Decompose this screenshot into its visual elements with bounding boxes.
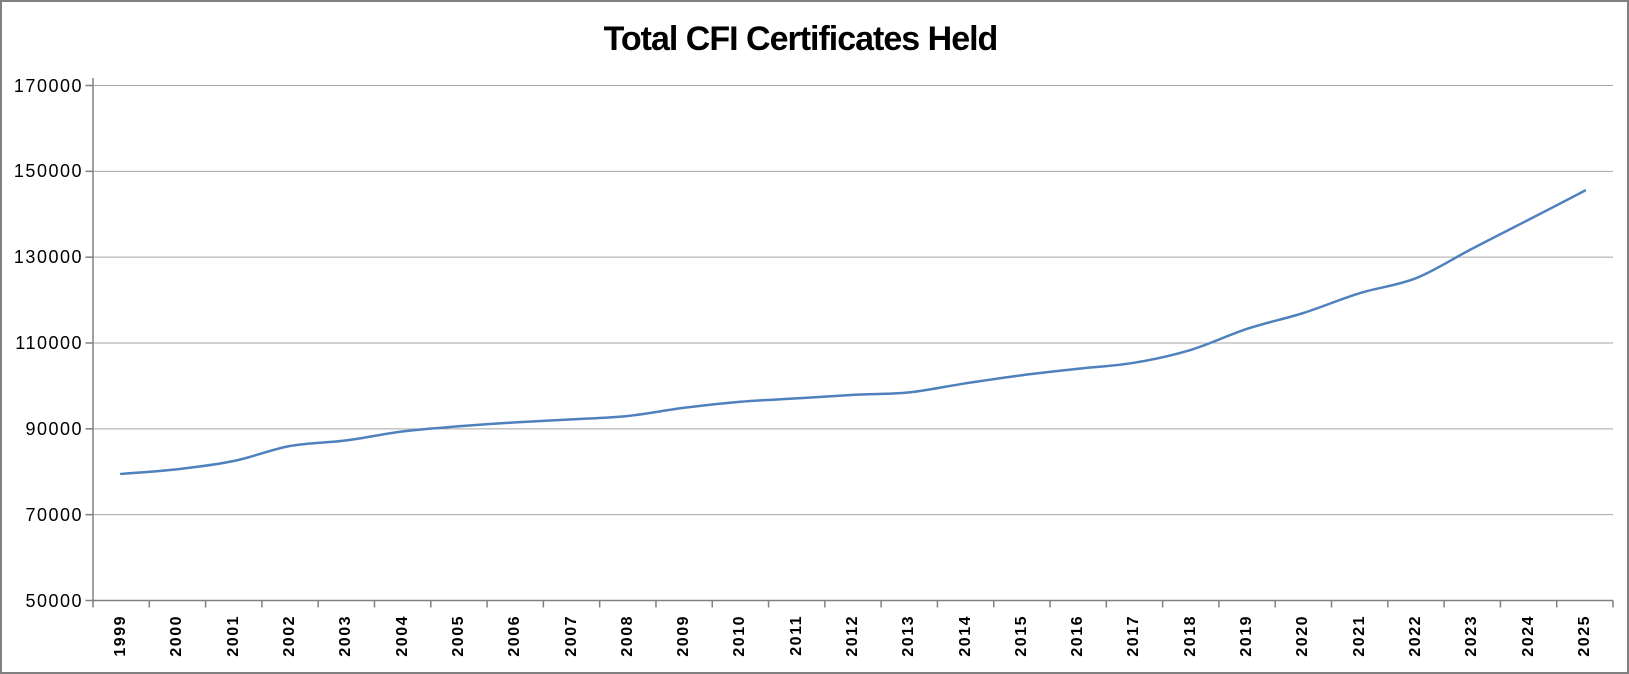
x-axis-tick-label: 2009 (675, 615, 693, 657)
x-axis-tick-label: 2007 (562, 615, 580, 657)
x-axis-tick-label: 2016 (1069, 615, 1087, 657)
chart-title: Total CFI Certificates Held (603, 20, 999, 58)
x-axis-tick-label: 2004 (393, 615, 411, 657)
series-line (119, 189, 1587, 476)
y-axis-tick-label: 130000 (13, 247, 83, 268)
x-axis-tick-label: 2010 (731, 615, 749, 657)
x-axis-tick-label: 2013 (900, 615, 918, 657)
x-axis-tick-label: 2018 (1181, 615, 1199, 657)
x-axis-tick-label: 2002 (281, 615, 299, 657)
x-axis-tick-label: 2025 (1575, 615, 1593, 657)
y-axis-tick-label: 110000 (15, 333, 83, 353)
x-axis-tick-label: 2019 (1238, 615, 1256, 657)
x-axis-tick-label: 1999 (112, 615, 130, 657)
x-axis-tick-label: 2023 (1463, 615, 1481, 657)
x-axis-tick-label: 2000 (168, 615, 186, 657)
x-axis-tick-label: 2014 (956, 615, 974, 657)
x-axis-tick-label: 2021 (1350, 615, 1368, 657)
x-axis-tick-label: 2005 (449, 615, 467, 657)
y-axis-tick-label: 170000 (13, 75, 83, 96)
x-axis-tick-label: 2011 (787, 615, 805, 656)
y-axis-tick-label: 90000 (25, 418, 83, 439)
y-axis-tick-label: 150000 (13, 161, 83, 182)
x-axis-tick-label: 2024 (1519, 615, 1537, 657)
y-axis-tick-label: 50000 (25, 590, 83, 611)
x-axis-tick-label: 2015 (1012, 615, 1030, 657)
x-axis-tick-label: 2006 (506, 615, 524, 657)
x-axis-tick-label: 2020 (1294, 615, 1312, 657)
x-axis-tick-label: 2022 (1406, 615, 1424, 657)
x-axis-tick-label: 2017 (1125, 615, 1143, 657)
x-axis-tick-label: 2003 (337, 615, 355, 657)
x-axis-tick-label: 2012 (844, 615, 861, 657)
y-axis-tick-label: 70000 (25, 504, 83, 525)
x-axis-tick-label: 2001 (224, 615, 242, 657)
x-axis-tick-label: 2008 (618, 615, 636, 657)
